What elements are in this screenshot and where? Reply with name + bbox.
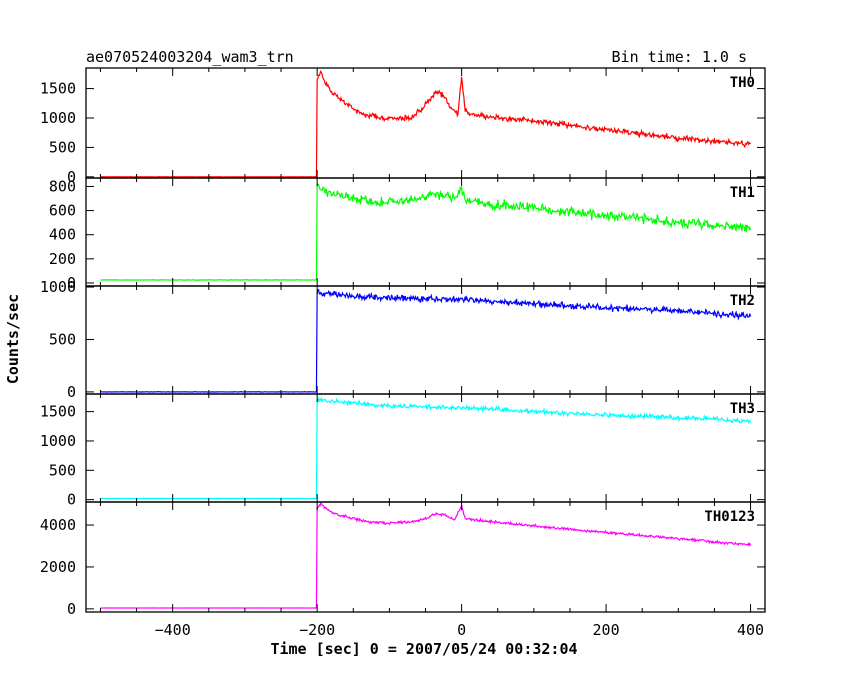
panel-label-th0123: TH0123 — [704, 509, 755, 525]
y-tick-label: 0 — [67, 491, 76, 509]
y-tick-label: 4000 — [40, 516, 76, 534]
x-axis: −400 −200 0 200 400 — [155, 621, 764, 639]
y-tick-label: 1000 — [40, 432, 76, 450]
x-tick-label: 200 — [593, 621, 620, 639]
y-tick-label: 0 — [67, 383, 76, 401]
y-tick-label: 2000 — [40, 558, 76, 576]
panel-th3: 0 500 1000 1500 TH3 — [40, 393, 766, 509]
panel-frame — [85, 67, 766, 179]
panel-frame — [85, 393, 766, 503]
x-axis-title: Time [sec] 0 = 2007/05/24 00:32:04 — [270, 640, 577, 658]
y-tick-label: 500 — [49, 138, 76, 156]
series-line-th1 — [100, 183, 752, 281]
x-tick-label: 400 — [737, 621, 764, 639]
bin-time-label: Bin time: 1.0 s — [612, 48, 747, 66]
panels: 0 500 1000 1500 TH0 0 200 400 600 800 TH1 0 500 1000 T… — [40, 67, 766, 618]
series-line-th2 — [100, 288, 752, 393]
x-tick-label: 0 — [457, 621, 466, 639]
panel-th0: 0 500 1000 1500 TH0 — [40, 67, 766, 186]
y-tick-label: 500 — [49, 461, 76, 479]
y-tick-label: 600 — [49, 202, 76, 220]
y-tick-label: 0 — [67, 600, 76, 618]
panel-th1: 0 200 400 600 800 TH1 — [49, 177, 766, 292]
y-tick-label: 800 — [49, 177, 76, 195]
panel-label-th3: TH3 — [730, 401, 755, 417]
panel-label-th2: TH2 — [730, 293, 755, 309]
series-line-th0123 — [100, 502, 752, 609]
y-tick-label: 500 — [49, 330, 76, 348]
panel-label-th0: TH0 — [730, 75, 755, 91]
series-line-th0 — [100, 69, 751, 178]
y-tick-label: 1000 — [40, 278, 76, 296]
y-tick-label: 400 — [49, 226, 76, 244]
series-line-th3 — [100, 396, 752, 500]
panel-frame — [85, 285, 766, 395]
y-tick-label: 1500 — [40, 403, 76, 421]
chart-title: ae070524003204_wam3_trn — [86, 48, 294, 66]
y-tick-label: 0 — [67, 168, 76, 186]
panel-th0123: 0 2000 4000 TH0123 — [40, 501, 766, 618]
y-axis-title: Counts/sec — [4, 294, 22, 384]
y-tick-label: 1000 — [40, 109, 76, 127]
panel-th2: 0 500 1000 TH2 — [40, 278, 766, 401]
panel-frame — [85, 177, 766, 287]
x-tick-label: −200 — [299, 621, 335, 639]
y-tick-label: 200 — [49, 250, 76, 268]
panel-label-th1: TH1 — [730, 185, 755, 201]
y-tick-label: 1500 — [40, 80, 76, 98]
y-tick-label: 0 — [67, 274, 76, 292]
x-tick-label: −400 — [155, 621, 191, 639]
